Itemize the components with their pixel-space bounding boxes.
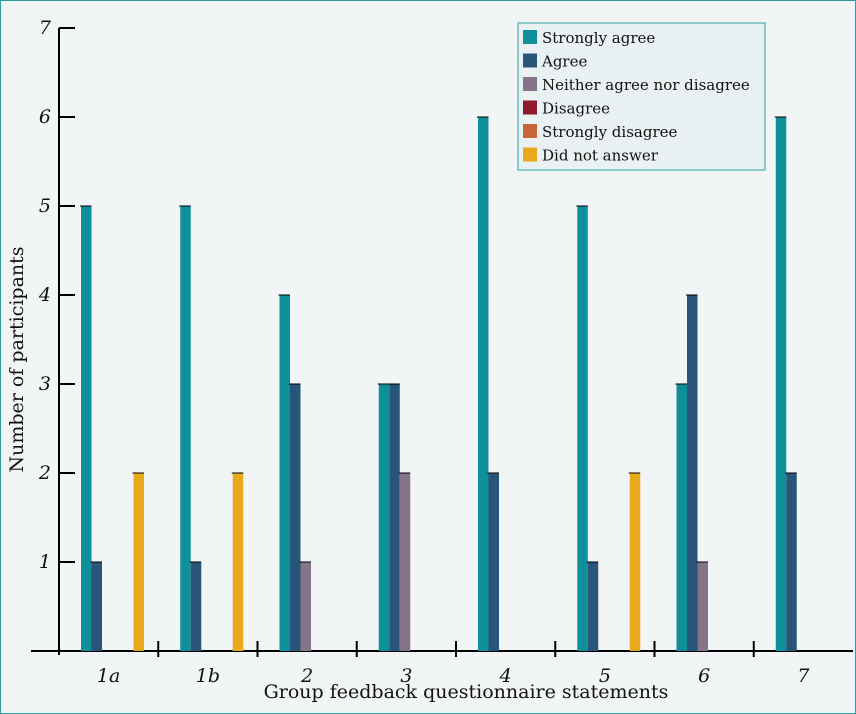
bar-7-0 — [775, 117, 787, 651]
y-tick-label-3: 3 — [39, 373, 51, 395]
y-tick-label-2: 2 — [38, 462, 51, 484]
x-tick-label-4: 4 — [499, 665, 512, 687]
bar-1b-0 — [180, 206, 191, 651]
bar-2-2 — [300, 562, 311, 651]
bar-4-1 — [488, 473, 499, 651]
y-tick-label-5: 5 — [39, 195, 51, 217]
bar-3-0 — [378, 384, 390, 651]
legend-label-0: Strongly agree — [542, 29, 655, 47]
legend-swatch-3 — [523, 100, 537, 115]
bar-4-0 — [478, 117, 489, 651]
legend-swatch-2 — [523, 77, 537, 91]
y-axis-label: Number of participants — [6, 246, 28, 472]
bar-6-1 — [687, 295, 698, 651]
bar-1b-1 — [190, 562, 202, 651]
bar-5-0 — [577, 206, 588, 651]
y-tick-label-4: 4 — [38, 284, 51, 306]
y-tick-label-1: 1 — [39, 551, 51, 573]
bar-1a-0 — [81, 206, 92, 651]
bar-3-1 — [389, 384, 400, 651]
bar-1b-5 — [232, 473, 244, 651]
bar-5-1 — [587, 562, 599, 651]
tick-labels: 1 2 3 4 5 6 7 1a 1b 2 3 4 5 6 7 — [38, 17, 810, 687]
bar-3-2 — [399, 473, 411, 651]
legend-label-1: Agree — [541, 53, 587, 71]
axes — [31, 27, 853, 657]
x-tick-label-1b: 1b — [196, 665, 220, 687]
x-tick-label-1a: 1a — [97, 665, 120, 687]
bar-1a-5 — [133, 473, 144, 651]
x-tick-label-7: 7 — [797, 665, 810, 687]
bar-7-1 — [786, 473, 797, 651]
legend: Strongly agree Agree Neither agree nor dis… — [517, 22, 766, 171]
x-axis-label: Group feedback questionnaire statements — [264, 681, 669, 703]
bar-1a-1 — [91, 562, 102, 651]
legend-swatch-1 — [523, 53, 537, 68]
legend-label-5: Did not answer — [542, 147, 659, 165]
y-tick-label-6: 6 — [39, 106, 51, 128]
x-tick-label-3: 3 — [400, 665, 412, 687]
legend-label-4: Strongly disagree — [542, 123, 677, 141]
legend-label-2: Neither agree nor disagree — [542, 76, 750, 94]
legend-swatch-4 — [523, 124, 537, 138]
bar-2-0 — [279, 295, 290, 651]
legend-label-3: Disagree — [542, 100, 610, 118]
bars — [80, 116, 797, 651]
bar-6-2 — [697, 562, 708, 651]
x-tick-label-2: 2 — [300, 665, 313, 687]
x-tick-label-6: 6 — [698, 665, 710, 687]
legend-swatch-0 — [523, 30, 537, 44]
bar-6-0 — [676, 384, 687, 651]
bar-5-5 — [629, 473, 641, 651]
x-tick-label-5: 5 — [599, 665, 611, 687]
legend-swatch-5 — [523, 147, 537, 162]
legend-box — [517, 22, 766, 171]
y-tick-label-7: 7 — [39, 17, 52, 39]
bar-2-1 — [290, 384, 301, 651]
